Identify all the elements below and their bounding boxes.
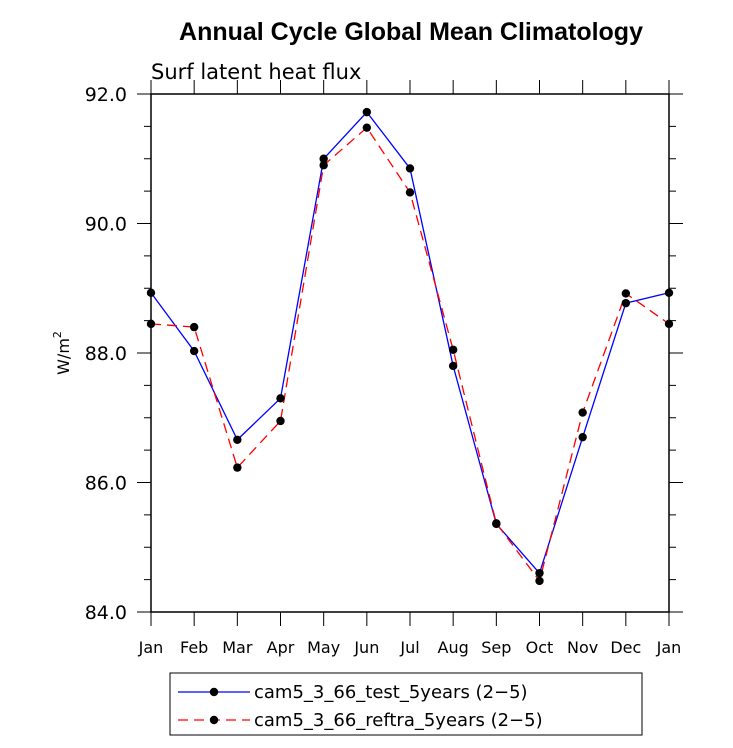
x-tick-label: Oct — [526, 638, 554, 657]
chart-title: Annual Cycle Global Mean Climatology — [179, 18, 643, 46]
x-tick-label: Apr — [267, 638, 295, 657]
x-tick-label: Sep — [481, 638, 511, 657]
series-2-point — [492, 519, 501, 528]
series-2-point — [362, 123, 372, 132]
series-2-point — [535, 576, 544, 586]
x-tick-label: Nov — [567, 638, 598, 657]
legend-box — [169, 672, 643, 736]
y-axis-label: W/m2 — [51, 331, 73, 375]
y-tick-label: 92.0 — [85, 84, 127, 106]
x-tick-label: Jan — [138, 638, 164, 657]
series-2-point — [578, 408, 587, 417]
x-tick-label: Jun — [353, 638, 379, 657]
legend: cam5_3_66_test_5years (2−5) cam5_3_66_ref… — [178, 682, 543, 731]
series-1-point — [535, 568, 544, 578]
series-1-point — [146, 288, 156, 297]
x-tick-label: Jul — [399, 638, 419, 657]
x-tick-label: Dec — [610, 638, 641, 657]
x-tick-label: May — [307, 638, 340, 657]
series-2-point — [621, 289, 631, 298]
series-1-point — [233, 435, 242, 444]
legend-label-2: cam5_3_66_reftra_5years (2−5) — [254, 710, 543, 731]
y-axis-label-superscript: 2 — [51, 331, 64, 338]
x-tick-label: Feb — [180, 638, 208, 657]
series-1-point — [578, 432, 587, 442]
series-2-point — [233, 463, 242, 472]
series-2-point — [146, 319, 156, 329]
series-1-point — [189, 346, 199, 356]
y-axis-label-base: W/m — [54, 338, 73, 375]
series-1-point — [362, 107, 372, 117]
series-1-point — [276, 394, 285, 403]
y-tick-label: 86.0 — [85, 473, 127, 495]
axis-ticks — [137, 80, 683, 626]
series-1-point — [621, 298, 631, 308]
series-1-point — [664, 288, 674, 297]
x-tick-label: Mar — [222, 638, 253, 657]
y-tick-label: 90.0 — [85, 214, 127, 236]
y-tick-label: 84.0 — [85, 602, 127, 624]
series-2-point — [276, 416, 285, 426]
series-2-point — [448, 345, 458, 354]
series-1-point — [405, 164, 415, 173]
plot-frame — [150, 93, 670, 613]
legend-marker-1 — [209, 687, 219, 697]
x-tick-labels: Jan Feb Mar Apr May Jun Jul Aug Sep Oct Nov Dec Jan — [138, 638, 682, 657]
series-2-point — [319, 161, 328, 170]
legend-label-1: cam5_3_66_test_5years (2−5) — [254, 682, 528, 703]
legend-marker-2 — [209, 715, 219, 725]
x-tick-label: Jan — [656, 638, 682, 657]
series-2-point — [664, 319, 674, 329]
y-tick-labels: 84.0 86.0 88.0 90.0 92.0 — [85, 84, 127, 624]
y-tick-label: 88.0 — [85, 343, 127, 365]
series-1-point — [319, 154, 328, 163]
x-tick-label: Aug — [438, 638, 469, 657]
series-layer — [146, 107, 674, 586]
series-1-point — [448, 361, 458, 371]
chart-subtitle: Surf latent heat flux — [151, 60, 361, 84]
series-2-point — [189, 322, 199, 332]
series-2-point — [405, 188, 415, 197]
series-line-1 — [150, 111, 670, 575]
